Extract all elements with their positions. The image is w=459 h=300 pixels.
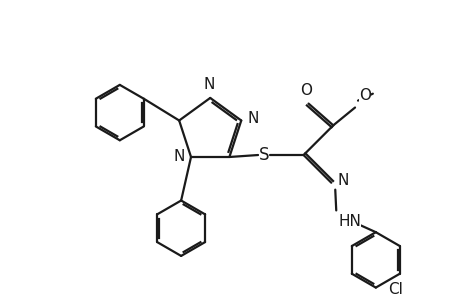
Text: N: N bbox=[336, 173, 348, 188]
Text: HN: HN bbox=[337, 214, 360, 230]
Text: N: N bbox=[174, 149, 185, 164]
Text: S: S bbox=[258, 146, 269, 164]
Text: N: N bbox=[203, 77, 214, 92]
Text: N: N bbox=[246, 111, 258, 126]
Text: O: O bbox=[358, 88, 370, 103]
Text: Cl: Cl bbox=[387, 282, 403, 297]
Text: O: O bbox=[300, 82, 312, 98]
